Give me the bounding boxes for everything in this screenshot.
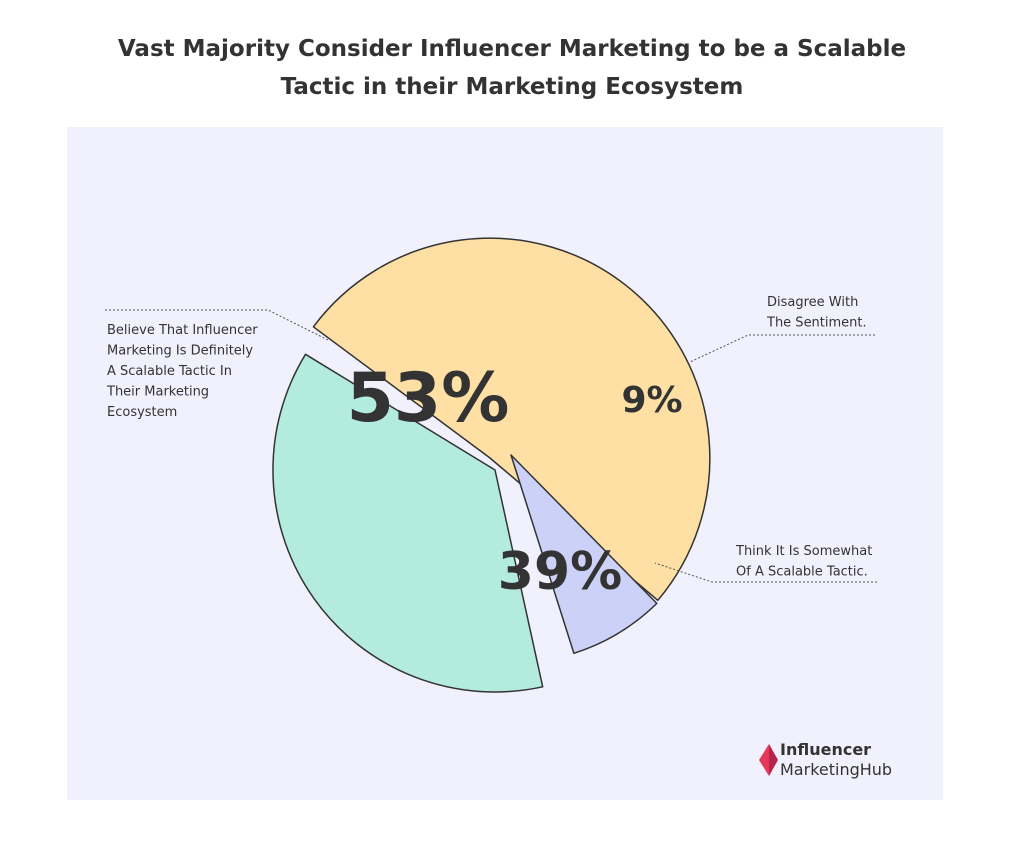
slice-category-label-2: Disagree With xyxy=(767,295,858,310)
slice-category-label-1: Marketing Is Definitely xyxy=(107,344,253,359)
pie-slice-3 xyxy=(272,353,544,693)
slice-category-label-1: Ecosystem xyxy=(107,405,177,420)
brand-logo-line-2: MarketingHub xyxy=(780,760,893,779)
slice-value-label-3: 39% xyxy=(498,542,622,602)
slice-leader-line-2 xyxy=(689,334,875,363)
slice-value-label-2: 9% xyxy=(621,380,682,421)
brand-logo-line-1: Influencer xyxy=(780,740,872,759)
slice-category-label-1: A Scalable Tactic In xyxy=(107,364,232,379)
slice-category-label-1: Their Marketing xyxy=(106,385,209,400)
slice-category-label-2: The Sentiment. xyxy=(766,316,867,331)
pie-slice-1 xyxy=(312,237,711,602)
slice-leader-line-3 xyxy=(654,562,877,583)
chart-title-line-1: Vast Majority Consider Influencer Market… xyxy=(117,36,907,62)
chart-title: Vast Majority Consider Influencer Market… xyxy=(112,30,912,106)
pie-slices xyxy=(272,237,711,693)
slice-category-label-3: Of A Scalable Tactic. xyxy=(736,565,868,580)
brand-logo-icon xyxy=(759,744,778,776)
brand-logo: Influencer MarketingHub xyxy=(757,740,927,784)
slice-category-label-3: Think It Is Somewhat xyxy=(735,544,872,559)
chart-title-line-2: Tactic in their Marketing Ecosystem xyxy=(280,74,744,100)
pie-labels: 53% Believe That Influencer Marketing Is D… xyxy=(105,295,877,602)
slice-value-label-1: 53% xyxy=(347,359,510,438)
pie-slice-2 xyxy=(510,454,658,655)
slice-category-label-1: Believe That Influencer xyxy=(107,323,258,338)
